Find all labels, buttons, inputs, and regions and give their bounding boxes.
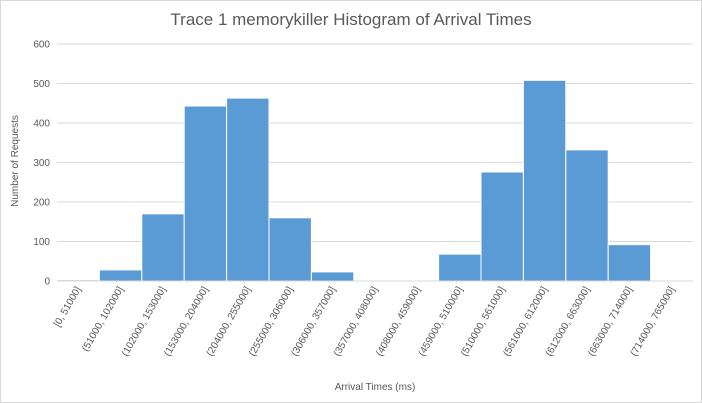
y-tick-label: 600 <box>33 40 50 51</box>
y-tick-label: 400 <box>33 119 50 130</box>
y-tick-label: 500 <box>33 79 50 90</box>
bar <box>565 149 609 282</box>
y-axis-title: Number of Requests <box>10 115 21 207</box>
bar <box>438 253 482 282</box>
y-tick-label: 300 <box>33 158 50 169</box>
bar <box>98 269 143 282</box>
x-tick-label: (153000, 204000] <box>162 285 211 359</box>
bars <box>56 79 652 282</box>
bar <box>607 244 652 282</box>
y-tick-label: 0 <box>44 277 50 288</box>
y-tick-label: 200 <box>33 198 50 209</box>
bar <box>141 213 185 282</box>
bar <box>522 79 567 282</box>
x-tick-label: (663000, 714000] <box>586 285 635 359</box>
x-axis-ticks: [0, 51000](51000, 102000](102000, 153000… <box>52 285 677 359</box>
x-tick-label: (357000, 408000] <box>332 285 381 359</box>
x-tick-label: (306000, 357000] <box>289 285 338 359</box>
x-tick-label: (51000, 102000] <box>80 285 126 354</box>
x-axis-title: Arrival Times (ms) <box>335 382 416 393</box>
bar <box>310 271 355 282</box>
y-tick-label: 100 <box>33 237 50 248</box>
bar <box>183 105 228 282</box>
bar <box>226 97 270 282</box>
bar <box>268 217 312 282</box>
x-tick-label: [0, 51000] <box>52 285 84 329</box>
bar <box>480 171 524 282</box>
x-tick-label: (561000, 612000] <box>501 285 550 359</box>
chart-title: Trace 1 memorykiller Histogram of Arriva… <box>170 10 531 29</box>
x-tick-label: (204000, 255000] <box>205 285 254 359</box>
y-axis-ticks: 0 100 200 300 400 500 600 <box>33 40 50 288</box>
x-tick-label: (510000, 561000] <box>459 285 508 359</box>
x-tick-label: (102000, 153000] <box>120 285 169 359</box>
x-tick-label: (408000, 459000] <box>374 285 423 359</box>
x-tick-label: (255000, 306000] <box>247 285 296 359</box>
x-tick-label: (714000, 765000] <box>629 285 678 359</box>
x-tick-label: (612000, 663000] <box>544 285 593 359</box>
x-tick-label: (459000, 510000] <box>417 285 466 359</box>
